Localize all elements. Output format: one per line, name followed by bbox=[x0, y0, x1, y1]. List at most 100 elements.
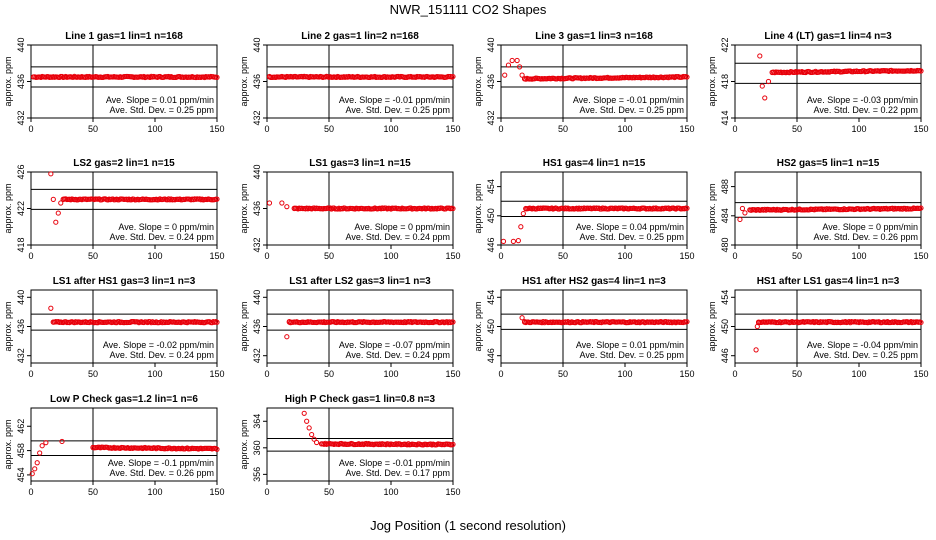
stddev-annotation: Ave. Std. Dev. = 0.24 ppm bbox=[110, 232, 214, 242]
y-tick-label: 440 bbox=[486, 37, 496, 52]
data-point bbox=[311, 436, 317, 442]
data-point bbox=[306, 425, 312, 431]
x-tick-label: 100 bbox=[851, 251, 866, 261]
stddev-annotation: Ave. Std. Dev. = 0.25 ppm bbox=[814, 350, 918, 360]
x-tick-label: 0 bbox=[28, 487, 33, 497]
x-tick-label: 150 bbox=[679, 251, 694, 261]
subplot-12: HS1 after LS1 gas=4 lin=1 n=3 0 50 100 150 44… bbox=[707, 276, 929, 379]
data-point bbox=[918, 68, 924, 74]
y-tick-label: 458 bbox=[16, 443, 26, 458]
data-points bbox=[737, 205, 924, 223]
subplot-title: High P Check gas=1 lin=0.8 n=3 bbox=[285, 394, 436, 405]
stddev-annotation: Ave. Std. Dev. = 0.24 ppm bbox=[346, 232, 450, 242]
x-tick-label: 50 bbox=[792, 124, 802, 134]
y-tick-label: 440 bbox=[16, 290, 26, 305]
data-point bbox=[737, 216, 743, 223]
y-tick-label: 422 bbox=[16, 201, 26, 216]
data-points bbox=[29, 438, 220, 477]
data-points bbox=[48, 171, 220, 225]
data-point bbox=[684, 319, 690, 325]
y-tick-label: 356 bbox=[252, 467, 262, 482]
data-point bbox=[500, 238, 507, 244]
x-tick-label: 0 bbox=[28, 251, 33, 261]
stddev-annotation: Ave. Std. Dev. = 0.25 ppm bbox=[580, 105, 684, 115]
x-tick-label: 0 bbox=[498, 369, 503, 379]
y-axis-label: approx. ppm bbox=[239, 419, 249, 469]
data-point bbox=[450, 205, 456, 212]
x-tick-label: 50 bbox=[324, 369, 334, 379]
slope-annotation: Ave. Slope = -0.1 ppm/min bbox=[108, 458, 214, 468]
subplot-9: LS1 after HS1 gas=3 lin=1 n=3 0 50 100 150 43… bbox=[3, 276, 225, 379]
slope-annotation: Ave. Slope = -0.07 ppm/min bbox=[339, 340, 450, 350]
y-tick-label: 422 bbox=[720, 37, 730, 52]
data-point bbox=[765, 78, 772, 85]
x-tick-label: 100 bbox=[617, 251, 632, 261]
y-tick-label: 436 bbox=[252, 74, 262, 89]
y-tick-label: 440 bbox=[252, 164, 262, 179]
x-tick-label: 100 bbox=[383, 251, 398, 261]
subplot-title: HS1 gas=4 lin=1 n=15 bbox=[543, 158, 646, 169]
y-axis-label: approx. ppm bbox=[3, 56, 13, 106]
data-point bbox=[518, 224, 524, 230]
y-tick-label: 446 bbox=[486, 237, 496, 252]
x-tick-label: 150 bbox=[445, 369, 460, 379]
subplot-6: LS1 gas=3 lin=1 n=15 0 50 100 150 432 436 440ap… bbox=[239, 158, 461, 261]
subplot-8: HS2 gas=5 lin=1 n=15 0 50 100 150 480 484 488ap… bbox=[707, 158, 929, 261]
stddev-annotation: Ave. Std. Dev. = 0.26 ppm bbox=[110, 468, 214, 478]
x-tick-label: 150 bbox=[679, 369, 694, 379]
slope-annotation: Ave. Slope = -0.01 ppm/min bbox=[573, 95, 684, 105]
y-axis-label: approx. ppm bbox=[707, 183, 717, 233]
x-tick-label: 50 bbox=[324, 487, 334, 497]
x-tick-label: 50 bbox=[558, 251, 568, 261]
x-tick-label: 50 bbox=[324, 124, 334, 134]
y-tick-label: 436 bbox=[252, 319, 262, 334]
slope-annotation: Ave. Slope = -0.03 ppm/min bbox=[807, 95, 918, 105]
data-points bbox=[266, 73, 456, 81]
y-tick-label: 432 bbox=[252, 348, 262, 363]
data-point bbox=[757, 53, 763, 59]
data-point bbox=[753, 347, 759, 353]
data-point bbox=[279, 200, 285, 206]
subplot-title: HS1 after LS1 gas=4 lin=1 n=3 bbox=[757, 276, 900, 287]
figure-xlabel: Jog Position (1 second resolution) bbox=[370, 518, 566, 533]
y-tick-label: 360 bbox=[252, 440, 262, 455]
slope-annotation: Ave. Slope = 0.01 ppm/min bbox=[576, 340, 684, 350]
x-tick-label: 150 bbox=[913, 124, 928, 134]
data-point bbox=[520, 211, 526, 217]
data-point bbox=[43, 440, 49, 446]
subplot-title: LS2 gas=2 lin=1 n=15 bbox=[73, 158, 175, 169]
data-point bbox=[505, 62, 512, 68]
data-point bbox=[39, 443, 45, 449]
data-point bbox=[34, 460, 40, 466]
data-point bbox=[515, 238, 521, 244]
x-tick-label: 100 bbox=[383, 487, 398, 497]
y-tick-label: 440 bbox=[252, 37, 262, 52]
stddev-annotation: Ave. Std. Dev. = 0.25 ppm bbox=[580, 232, 684, 242]
data-point bbox=[314, 439, 320, 446]
data-point bbox=[742, 210, 748, 216]
slope-annotation: Ave. Slope = -0.02 ppm/min bbox=[103, 340, 214, 350]
data-point bbox=[502, 72, 508, 78]
y-tick-label: 440 bbox=[16, 37, 26, 52]
y-tick-label: 432 bbox=[16, 348, 26, 363]
data-points bbox=[266, 200, 456, 212]
y-tick-label: 414 bbox=[720, 110, 730, 125]
data-point bbox=[519, 315, 525, 321]
x-tick-label: 0 bbox=[28, 124, 33, 134]
stddev-annotation: Ave. Std. Dev. = 0.26 ppm bbox=[814, 232, 918, 242]
slope-annotation: Ave. Slope = -0.01 ppm/min bbox=[339, 458, 450, 468]
y-tick-label: 440 bbox=[252, 290, 262, 305]
subplot-title: LS1 after LS2 gas=3 lin=1 n=3 bbox=[289, 276, 431, 287]
subplot-title: HS1 after HS2 gas=4 lin=1 n=3 bbox=[522, 276, 666, 287]
x-tick-label: 100 bbox=[147, 369, 162, 379]
y-tick-label: 446 bbox=[486, 348, 496, 363]
x-tick-label: 50 bbox=[88, 124, 98, 134]
stddev-annotation: Ave. Std. Dev. = 0.25 ppm bbox=[110, 105, 214, 115]
subplot-7: HS1 gas=4 lin=1 n=15 0 50 100 150 446 450 454ap… bbox=[473, 158, 695, 261]
stddev-annotation: Ave. Std. Dev. = 0.25 ppm bbox=[346, 105, 450, 115]
y-axis-label: approx. ppm bbox=[473, 56, 483, 106]
data-points bbox=[30, 73, 220, 81]
data-point bbox=[450, 319, 456, 325]
data-points bbox=[500, 205, 690, 244]
